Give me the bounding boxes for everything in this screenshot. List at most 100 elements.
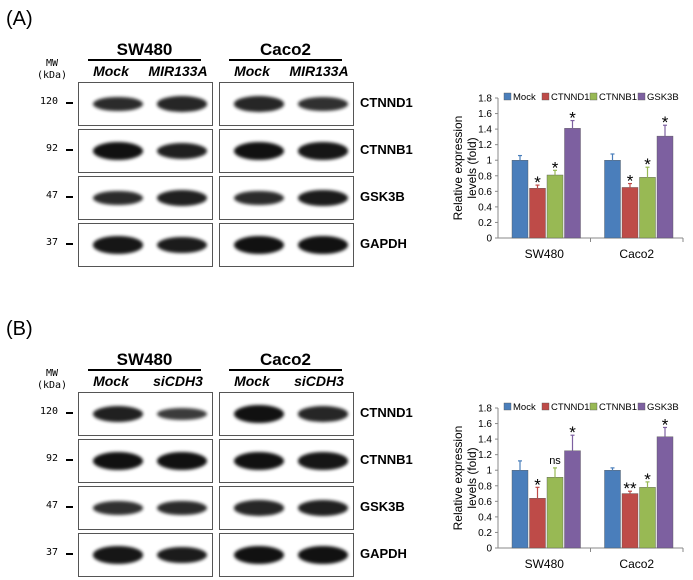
bar-ctnnd1 — [621, 493, 639, 549]
protein-band — [157, 452, 207, 470]
bar-ctnnd1 — [529, 498, 546, 549]
condition-label: siCDH3 — [294, 373, 344, 389]
blot-gapdh — [219, 223, 354, 267]
bar-ctnnb1 — [639, 487, 656, 549]
y-tick-label: 1.6 — [478, 419, 492, 430]
significance-label: * — [569, 423, 576, 442]
condition-label: Mock — [234, 63, 270, 79]
legend-swatch — [589, 92, 598, 101]
significance-label: * — [662, 415, 669, 434]
bar-mock — [511, 160, 529, 239]
bar-ctnnb1 — [546, 477, 564, 549]
bar-ctnnb1 — [546, 174, 564, 239]
y-tick-label: 0.2 — [478, 528, 492, 539]
y-tick-label: 1 — [486, 156, 492, 167]
significance-label: ns — [549, 455, 561, 467]
blot-ctnnd1 — [219, 392, 354, 436]
legend-swatch — [541, 402, 550, 411]
protein-band — [298, 97, 348, 111]
bar-mock — [604, 470, 621, 549]
mw-marker: 120 — [39, 406, 58, 417]
protein-band — [298, 142, 348, 160]
blot-gsk3b — [219, 486, 354, 530]
legend-label: CTNND1 — [551, 92, 590, 103]
protein-label: CTNND1 — [360, 95, 413, 110]
mw-marker: 47 — [45, 190, 58, 201]
protein-band — [234, 452, 284, 470]
mw-label: MW — [45, 58, 59, 69]
protein-label: CTNNB1 — [360, 142, 413, 157]
blot-gsk3b — [219, 176, 354, 220]
protein-band — [234, 142, 284, 160]
protein-band — [93, 406, 143, 422]
protein-band — [298, 189, 348, 207]
legend-swatch — [589, 402, 598, 411]
protein-band — [234, 500, 284, 516]
condition-label: Mock — [234, 373, 270, 389]
bar-gsk3b — [656, 135, 674, 239]
protein-band — [234, 190, 284, 206]
mw-tick — [66, 553, 73, 555]
y-tick-label: 0.4 — [478, 512, 492, 523]
mw-tick — [66, 196, 73, 198]
mw-marker: 120 — [39, 96, 58, 107]
mw-marker: 37 — [45, 547, 58, 558]
legend-label: Mock — [513, 402, 536, 413]
protein-band — [93, 142, 143, 160]
x-category-label: Caco2 — [619, 557, 654, 571]
legend-label: CTNND1 — [551, 402, 590, 413]
mw-tick — [66, 506, 73, 508]
y-tick-label: 1.8 — [478, 404, 492, 415]
protein-band — [234, 546, 284, 564]
bar-ctnnd1 — [529, 188, 546, 239]
significance-label: * — [534, 475, 541, 494]
protein-band — [93, 452, 143, 470]
protein-band — [157, 96, 207, 112]
protein-band — [298, 546, 348, 564]
panel-label: (A) — [6, 8, 33, 30]
protein-band — [93, 546, 143, 564]
bar-ctnnb1 — [639, 177, 656, 239]
legend-label: GSK3B — [647, 402, 679, 413]
protein-band — [93, 190, 143, 206]
y-tick-label: 0.8 — [478, 171, 492, 182]
protein-label: GAPDH — [360, 236, 407, 251]
y-tick-label: 0.2 — [478, 218, 492, 229]
blot-ctnnd1 — [78, 392, 213, 436]
protein-band — [298, 452, 348, 470]
condition-label: siCDH3 — [153, 373, 203, 389]
bar-chart: 0 0.2 0.4 0.6 0.8 1 1.2 1.4 1.6 1.8 Relative expre… — [451, 402, 684, 571]
y-tick-label: 0 — [486, 544, 492, 555]
significance-label: * — [644, 470, 651, 489]
protein-label: GAPDH — [360, 546, 407, 561]
significance-label: ** — [623, 479, 637, 498]
legend-label: Mock — [513, 92, 536, 103]
mw-tick — [66, 412, 73, 414]
protein-band — [157, 190, 207, 206]
y-tick-label: 0.8 — [478, 481, 492, 492]
protein-band — [93, 236, 143, 254]
mw-marker: 92 — [45, 143, 58, 154]
y-tick-label: 0 — [486, 234, 492, 245]
y-tick-label: 1.6 — [478, 109, 492, 120]
cell-line-underline — [229, 59, 342, 61]
protein-band — [298, 406, 348, 422]
blot-gapdh — [78, 533, 213, 577]
condition-label: Mock — [93, 63, 129, 79]
mw-tick — [66, 102, 73, 104]
mw-label: MW — [45, 368, 59, 379]
blot-ctnnb1 — [78, 129, 213, 173]
protein-band — [157, 236, 207, 254]
y-tick-label: 0.6 — [478, 497, 492, 508]
legend-label: CTNNB1 — [599, 92, 637, 103]
mw-header: MW (kDa) — [32, 368, 72, 392]
bar-gsk3b — [656, 436, 674, 549]
legend-swatch — [503, 92, 512, 101]
y-tick-label: 1.4 — [478, 125, 492, 136]
y-tick-label: 0.4 — [478, 202, 492, 213]
protein-band — [234, 96, 284, 112]
protein-band — [157, 500, 207, 516]
bar-mock — [511, 470, 529, 549]
cell-line-label: Caco2 — [259, 40, 312, 59]
legend-label: CTNNB1 — [599, 402, 637, 413]
